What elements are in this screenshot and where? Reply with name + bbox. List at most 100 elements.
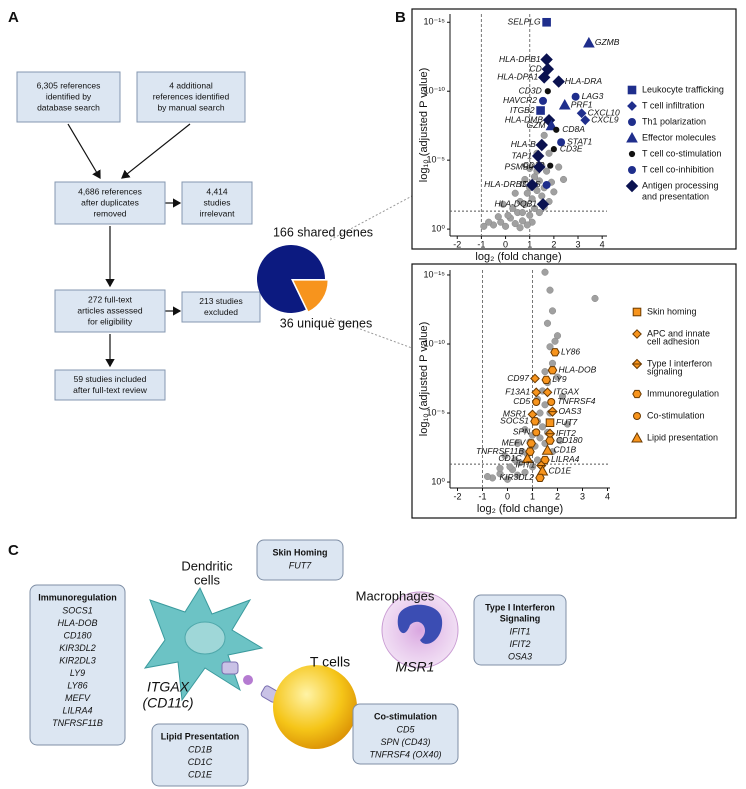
panel-label: B xyxy=(395,9,406,26)
x-tick-label: -2 xyxy=(453,491,461,501)
gene-label: TAP1 xyxy=(512,150,533,160)
data-point xyxy=(558,392,567,401)
box-title: Skin Homing xyxy=(272,547,327,557)
data-point xyxy=(535,177,543,185)
flow-text: irrelevant xyxy=(200,208,236,218)
data-point xyxy=(518,209,527,217)
flow-text: after full-text review xyxy=(73,385,148,395)
legend-label: Effector molecules xyxy=(642,132,716,142)
flow-text: 272 full-text xyxy=(88,294,133,304)
data-point xyxy=(523,221,531,229)
data-point xyxy=(557,138,566,147)
gene-label: HLA-DPA1 xyxy=(497,72,538,82)
data-point xyxy=(511,456,519,464)
x-tick-label: -2 xyxy=(453,239,461,249)
info-box xyxy=(352,703,459,765)
data-point xyxy=(503,475,512,483)
gene-label: CD1E xyxy=(549,465,572,475)
data-point xyxy=(545,149,553,157)
gene-label: SOCS1 xyxy=(500,416,529,426)
gene-label: HLA-B xyxy=(511,139,536,149)
gene-label: CD1B xyxy=(554,445,577,455)
data-point xyxy=(525,178,539,192)
flow-text: 59 studies included xyxy=(74,374,147,384)
data-point xyxy=(556,437,564,445)
panel-frame xyxy=(411,8,737,250)
data-point xyxy=(547,397,556,406)
data-point xyxy=(511,189,519,197)
box-item: LY86 xyxy=(67,680,87,690)
data-point xyxy=(521,426,529,434)
box-title: Co-stimulation xyxy=(374,711,437,721)
box-item: CD5 xyxy=(396,724,415,734)
box-item: CD1C xyxy=(188,757,213,767)
legend-label: Leukocyte trafficking xyxy=(642,84,724,94)
gene-label: HLA-DOB xyxy=(559,364,597,374)
data-point xyxy=(545,436,555,445)
y-tick-label: 10⁻¹⁵ xyxy=(424,17,446,27)
legend-marker xyxy=(627,85,637,95)
data-point xyxy=(540,131,548,139)
data-point xyxy=(483,472,492,481)
data-point xyxy=(552,75,565,88)
data-point xyxy=(531,387,542,398)
legend-marker xyxy=(631,431,643,443)
cell-label: Dendritic xyxy=(181,558,233,573)
data-point xyxy=(591,294,599,302)
y-tick-label: 10⁰ xyxy=(431,476,445,486)
data-point xyxy=(535,209,543,217)
data-point xyxy=(521,452,534,464)
flow-box xyxy=(54,369,166,401)
flow-box xyxy=(181,291,261,323)
data-point xyxy=(548,307,557,315)
x-tick-label: 1 xyxy=(530,491,535,501)
legend-label: Th1 polarization xyxy=(642,116,706,126)
info-box xyxy=(29,584,126,746)
data-point xyxy=(536,434,544,442)
flow-text: 4,686 references xyxy=(78,186,142,196)
legend-marker xyxy=(627,101,637,111)
gene-label: SELPLG xyxy=(508,17,541,27)
x-tick-label: 3 xyxy=(580,491,585,501)
gene-label: HLA-DRB3 xyxy=(484,179,526,189)
box-title: Lipid Presentation xyxy=(161,731,240,741)
data-point xyxy=(576,108,587,119)
data-point xyxy=(518,217,527,225)
box-item: IFIT1 xyxy=(509,626,530,636)
data-point xyxy=(532,428,541,437)
panel-frame xyxy=(411,263,737,519)
data-point xyxy=(530,204,539,212)
data-point xyxy=(541,401,549,409)
legend-marker xyxy=(626,131,638,143)
gene-label: PRF1 xyxy=(571,99,593,109)
box-title: Type I Interferon xyxy=(485,602,555,612)
data-point xyxy=(553,332,562,340)
flow-text: 213 studies xyxy=(199,296,242,306)
data-point xyxy=(485,218,493,226)
flow-text: references identified xyxy=(153,91,230,101)
gene-label: STAT1 xyxy=(567,136,592,146)
data-point xyxy=(537,71,551,84)
data-point xyxy=(513,471,522,479)
data-point xyxy=(532,397,541,406)
info-box xyxy=(151,723,249,787)
gene-label: KIR3DL2 xyxy=(500,472,535,482)
gene-label: HLA-DPB1 xyxy=(499,54,541,64)
box-item: LILRA4 xyxy=(62,705,92,715)
gene-label: GZMB xyxy=(595,37,620,47)
cell-label: MSR1 xyxy=(396,659,435,675)
data-point xyxy=(541,62,555,76)
legend-label: Antigen processing xyxy=(642,180,719,190)
legend-label: cell adhesion xyxy=(647,336,700,346)
data-point xyxy=(548,359,557,367)
x-tick-label: 4 xyxy=(600,239,605,249)
gene-label: TNFRSF4 xyxy=(557,396,596,406)
y-axis-label: log₁₀ (adjusted P value) xyxy=(418,322,430,436)
info-box xyxy=(256,539,344,581)
x-tick-label: -1 xyxy=(477,239,485,249)
flow-text: for eligibility xyxy=(88,316,133,326)
data-point xyxy=(547,162,554,169)
data-point xyxy=(496,464,504,472)
x-tick-label: 1 xyxy=(527,239,532,249)
gene-label: F13A1 xyxy=(505,387,530,397)
